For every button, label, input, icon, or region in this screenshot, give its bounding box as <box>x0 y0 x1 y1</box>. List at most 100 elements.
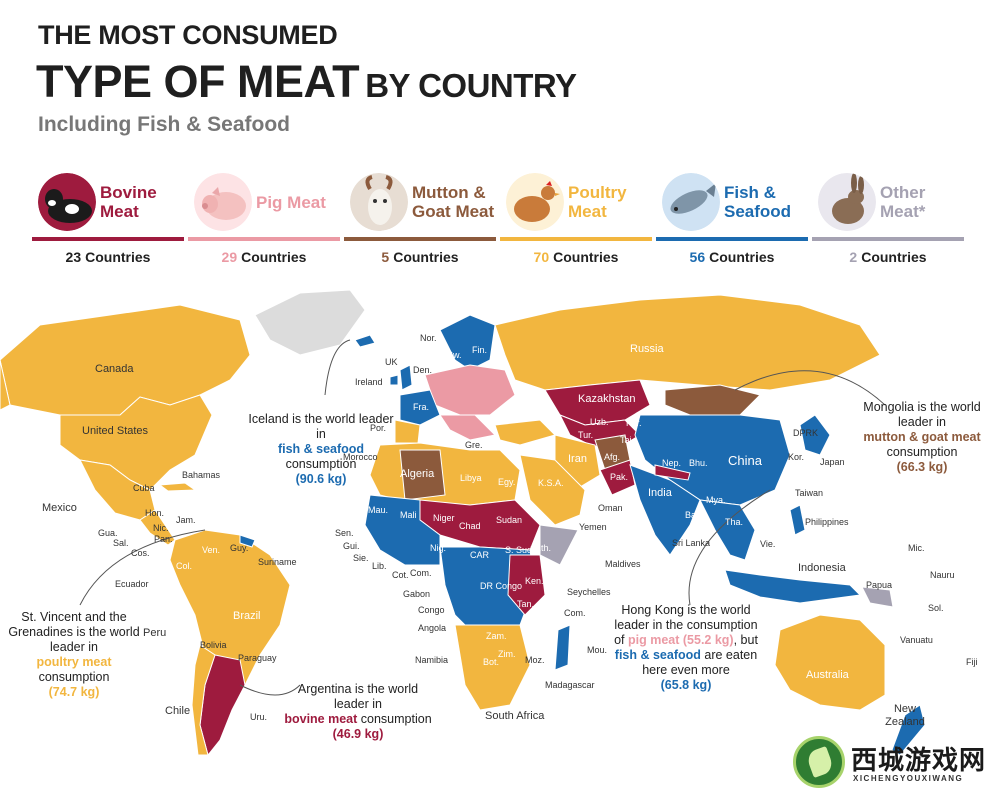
label-mya: Mya. <box>706 495 726 505</box>
region-iceland <box>354 334 376 348</box>
watermark-text: 西城游戏网 <box>851 746 987 776</box>
region-new-zealand <box>891 704 926 756</box>
label-brazil: Brazil <box>233 610 261 622</box>
fish-icon <box>662 173 720 231</box>
label-zim: Zim. <box>498 649 516 659</box>
label-bhu: Bhu. <box>689 458 708 468</box>
label-paraguay: Paraguay <box>238 653 277 663</box>
label-com2: Com. <box>564 608 586 618</box>
region-nepal <box>654 464 691 481</box>
label-taiwan: Taiwan <box>795 488 824 498</box>
label-cot: Cot. <box>392 570 409 580</box>
region-chile <box>191 644 216 756</box>
label-russia: Russia <box>630 343 664 355</box>
region-turkey <box>494 419 556 446</box>
label-japan: Japan <box>820 457 845 467</box>
label-ssud: S. Sud. <box>505 545 535 555</box>
label-kyr: Kyr. <box>626 418 642 428</box>
legend-fish-bar <box>656 237 808 241</box>
label-seychelles: Seychelles <box>567 587 611 597</box>
label-niger: Niger <box>433 513 455 523</box>
region-australia <box>774 614 886 711</box>
label-ven: Ven. <box>202 545 221 555</box>
region-suriname <box>239 534 256 548</box>
label-tan: Tan. <box>517 599 535 609</box>
label-sol: Sol. <box>928 603 944 613</box>
label-mali: Mali <box>400 510 417 520</box>
label-nig: Nig. <box>430 543 447 553</box>
label-nep: Nep. <box>662 458 682 468</box>
label-sen: Sen. <box>335 528 354 538</box>
label-nauru: Nauru <box>930 570 955 580</box>
label-usa: United States <box>82 425 149 437</box>
legend-other-count: 2 Countries <box>849 249 927 265</box>
label-mau: Mau. <box>368 505 389 515</box>
label-morocco: Morocco <box>343 452 378 462</box>
legend-pig: Pig Meat 29 Countries <box>188 165 340 275</box>
label-chile: Chile <box>165 705 191 717</box>
label-southafrica: South Africa <box>485 710 545 722</box>
label-sal: Sal. <box>113 538 129 548</box>
label-gabon: Gabon <box>403 589 431 599</box>
label-den: Den. <box>413 365 433 375</box>
label-philippines: Philippines <box>805 517 849 527</box>
region-pakistan <box>599 459 636 496</box>
label-ken: Ken. <box>525 576 544 586</box>
label-maldives: Maldives <box>605 559 641 569</box>
label-zam: Zam. <box>486 631 507 641</box>
note-argentina: Argentina is the world leader in bovine … <box>284 682 432 741</box>
label-pan: Pan. <box>154 534 173 544</box>
label-iran: Iran <box>568 453 587 465</box>
legend-poultry: Poultry Meat 70 Countries <box>500 165 652 275</box>
label-gre: Gre. <box>465 440 483 450</box>
title-line-2: TYPE OF MEAT BY COUNTRY <box>36 56 577 108</box>
region-cuba <box>158 482 197 492</box>
region-arabia <box>519 454 586 526</box>
label-col: Col. <box>176 561 193 571</box>
label-peru: Peru <box>143 627 167 639</box>
label-sudan: Sudan <box>496 515 523 525</box>
legend-pig-bar <box>188 237 340 241</box>
region-horn <box>539 524 579 566</box>
label-canada: Canada <box>95 363 134 375</box>
label-srilanka: Sri Lanka <box>672 538 711 548</box>
title-line-1: THE MOST CONSUMED <box>38 20 338 50</box>
label-hon: Hon. <box>145 508 165 518</box>
region-india <box>629 464 701 556</box>
label-congo: Congo <box>418 605 445 615</box>
label-drc: DR Congo <box>480 581 523 591</box>
rabbit-icon <box>818 173 876 231</box>
label-oman: Oman <box>598 503 623 513</box>
label-ireland: Ireland <box>355 377 383 387</box>
label-ecuador: Ecuador <box>115 579 149 589</box>
watermark-leaf-icon <box>793 736 845 788</box>
region-france-iberia <box>399 389 441 426</box>
legend-poultry-bar <box>500 237 652 241</box>
label-egy: Egy. <box>498 477 516 487</box>
note-iceland: Iceland is the world leader in fish & se… <box>248 412 394 486</box>
label-tha: Tha. <box>725 517 744 527</box>
label-kazakhstan: Kazakhstan <box>578 393 636 405</box>
legend-poultry-count: 70 Countries <box>533 249 619 265</box>
title-main: TYPE OF MEAT <box>36 56 360 107</box>
legend-mutton-label: Mutton & Goat Meat <box>412 183 495 221</box>
legend-bovine-count: 23 Countries <box>65 249 151 265</box>
watermark-subtext: XICHENGYOUXIWANG <box>853 774 964 783</box>
label-chad: Chad <box>459 521 481 531</box>
callout-iceland-line <box>324 339 351 396</box>
chicken-icon <box>506 173 564 231</box>
label-india: India <box>648 487 672 499</box>
label-ban: Ban. <box>685 510 704 520</box>
region-mongolia <box>664 384 761 416</box>
label-australia: Australia <box>806 669 849 681</box>
region-italy-balkans <box>439 414 497 441</box>
label-jam: Jam. <box>176 515 196 525</box>
label-gui: Gui. <box>343 541 360 551</box>
label-ksa: K.S.A. <box>538 478 564 488</box>
label-namibia: Namibia <box>415 655 449 665</box>
label-uru: Uru. <box>250 712 268 722</box>
cow-icon <box>38 173 96 231</box>
label-yemen: Yemen <box>579 522 607 532</box>
note-mongolia: Mongolia is the world leader in mutton &… <box>863 400 981 474</box>
legend-other-label: Other Meat* <box>880 183 926 221</box>
